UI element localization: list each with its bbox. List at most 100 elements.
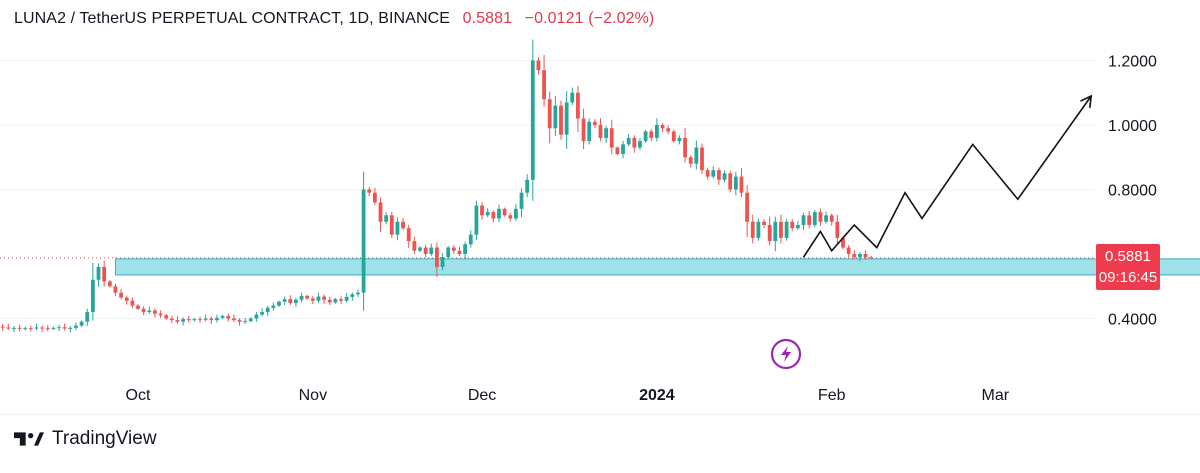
candle <box>824 211 828 224</box>
candle <box>542 54 546 107</box>
candle <box>705 167 710 180</box>
candle <box>74 322 78 331</box>
candle <box>57 324 61 332</box>
candle <box>435 242 439 278</box>
candle <box>604 125 609 143</box>
x-tick-label: Oct <box>126 387 151 404</box>
last-price-tag[interactable]: 0.5881 09:16:45 <box>1096 244 1160 290</box>
candle <box>401 217 405 231</box>
candle <box>728 170 733 193</box>
candle <box>248 317 253 323</box>
candle <box>119 288 123 300</box>
candle <box>688 155 693 168</box>
candle <box>869 255 874 260</box>
candle <box>288 295 293 305</box>
candle <box>632 135 637 153</box>
candle <box>40 325 45 333</box>
candle <box>733 172 738 196</box>
candle <box>226 313 231 322</box>
candle <box>508 212 513 222</box>
candle <box>795 221 800 231</box>
candle <box>85 308 90 326</box>
candle <box>130 297 135 309</box>
tradingview-logo-icon[interactable] <box>14 428 44 450</box>
candle <box>666 125 671 135</box>
candle <box>62 323 67 331</box>
support-zone[interactable] <box>114 258 1200 276</box>
candle <box>654 118 659 142</box>
candle <box>344 293 349 303</box>
last-price: 0.5881 <box>462 10 513 27</box>
y-tick-label: 0.8000 <box>1108 183 1157 200</box>
candle <box>271 302 276 311</box>
candle <box>790 219 795 232</box>
candle <box>96 263 101 287</box>
candle <box>350 292 355 301</box>
x-tick-label: 2024 <box>639 387 675 404</box>
candle <box>440 252 445 271</box>
candle <box>372 187 377 205</box>
candle <box>333 297 338 304</box>
candle <box>277 300 281 307</box>
candle <box>294 297 298 307</box>
x-axis: Oct Nov Dec 2024 Feb Mar <box>126 387 1010 404</box>
candle <box>525 174 530 198</box>
candle <box>485 208 490 218</box>
candle <box>700 143 704 175</box>
candle <box>491 210 496 223</box>
candle <box>502 207 507 217</box>
candle <box>305 294 310 300</box>
candle <box>683 127 687 163</box>
lightning-icon[interactable] <box>770 338 802 370</box>
candle <box>299 292 304 303</box>
candle <box>762 219 766 229</box>
candle <box>745 185 750 237</box>
candle <box>327 296 332 305</box>
candle <box>406 224 411 248</box>
candle <box>136 304 140 311</box>
candle <box>451 244 456 254</box>
x-tick-label: Nov <box>299 387 327 404</box>
candle <box>497 204 501 222</box>
candle <box>835 214 840 244</box>
candle <box>220 314 225 320</box>
candle <box>581 108 586 150</box>
candle <box>215 314 219 323</box>
candle <box>858 252 862 262</box>
price-change: −0.0121 (−2.02%) <box>524 10 655 27</box>
gridlines <box>0 60 1095 319</box>
candle <box>750 214 755 244</box>
projection-path[interactable] <box>802 95 1092 258</box>
candle <box>553 95 558 137</box>
candle <box>480 202 484 220</box>
candle <box>124 295 129 305</box>
candle <box>186 315 191 323</box>
candle <box>829 213 834 226</box>
chart-header: LUNA2 / TetherUS PERPETUAL CONTRACT, 1D,… <box>14 10 654 28</box>
candle <box>717 167 721 185</box>
candle <box>107 280 112 288</box>
candle <box>389 211 394 239</box>
price-tag-value: 0.5881 <box>1105 248 1151 265</box>
candle <box>615 146 620 156</box>
candle <box>102 260 107 287</box>
candle <box>677 135 682 145</box>
candle <box>767 216 772 246</box>
candle <box>265 305 270 316</box>
candle <box>231 314 236 323</box>
candle <box>169 315 174 324</box>
candle <box>158 310 163 318</box>
candle <box>282 296 287 305</box>
candle <box>638 137 642 151</box>
candle <box>626 134 631 147</box>
candle <box>34 323 39 331</box>
candle <box>181 317 186 326</box>
candle <box>141 306 146 316</box>
candle <box>418 246 422 253</box>
tradingview-brand[interactable]: TradingView <box>52 428 157 449</box>
candle <box>79 320 84 327</box>
candle <box>609 119 614 155</box>
candle <box>237 318 242 326</box>
